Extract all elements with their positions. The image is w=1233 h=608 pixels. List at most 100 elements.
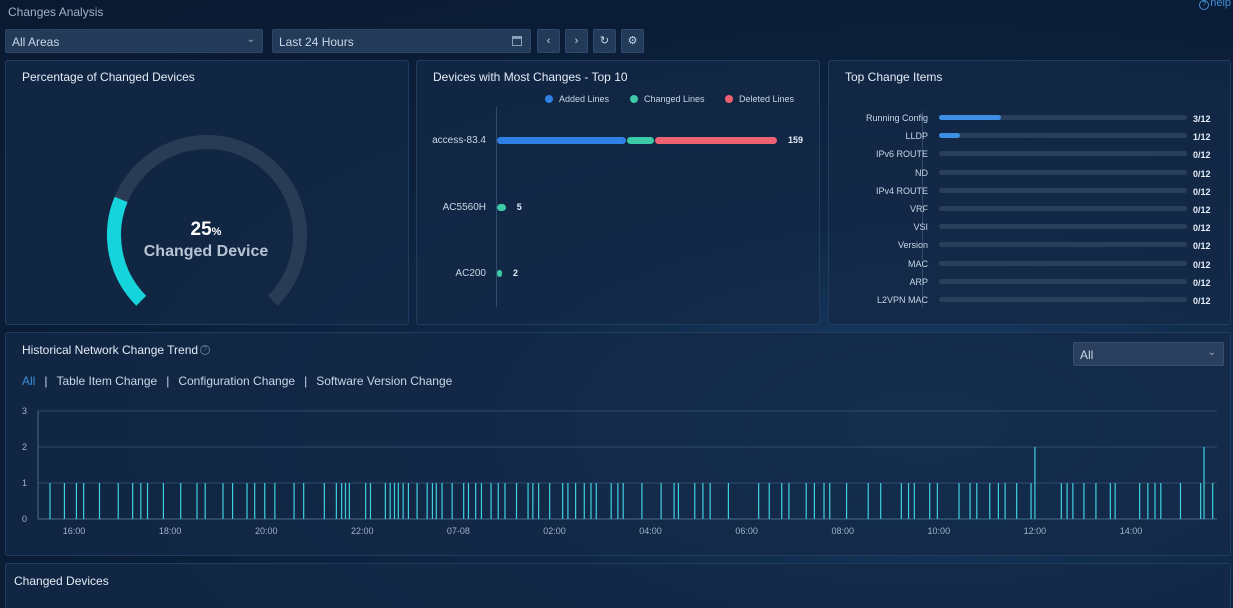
x-tick-label: 18:00 bbox=[159, 526, 182, 536]
percentage-panel: Percentage of Changed Devices 25% Change… bbox=[5, 60, 409, 325]
change-item-track[interactable] bbox=[939, 278, 1187, 284]
device-label: AC5560H bbox=[442, 202, 486, 213]
bar-added-segment[interactable] bbox=[497, 137, 627, 144]
trend-filter-select[interactable]: All ⌄ bbox=[1073, 342, 1224, 366]
change-item-track[interactable] bbox=[939, 187, 1187, 193]
chevron-right-icon: › bbox=[574, 35, 579, 47]
trend-tabs: All | Table Item Change | Configuration Chan… bbox=[22, 374, 452, 388]
y-tick-label: 0 bbox=[22, 514, 27, 524]
app-title: Changes Analysis bbox=[8, 5, 104, 19]
legend-dot-changed bbox=[630, 95, 638, 103]
gauge-fill bbox=[107, 196, 147, 306]
change-item-track[interactable] bbox=[939, 151, 1187, 157]
chevron-down-icon: ⌄ bbox=[246, 34, 255, 45]
change-item-count: 0/12 bbox=[1193, 296, 1211, 306]
change-items-panel-title: Top Change Items bbox=[845, 70, 943, 84]
change-item-count: 0/12 bbox=[1193, 205, 1211, 215]
change-item-label: VRF bbox=[910, 204, 928, 214]
legend-item-changed[interactable]: Changed Lines bbox=[630, 94, 705, 104]
change-item-track[interactable] bbox=[939, 224, 1187, 230]
toolbar: All Areas ⌄ Last 24 Hours ‹ › ↻ ⚙ bbox=[5, 29, 1230, 53]
change-item-label: Version bbox=[897, 240, 928, 251]
legend-item-added[interactable]: Added Lines bbox=[545, 94, 609, 104]
device-label: access-83.4 bbox=[432, 135, 486, 146]
x-tick-label: 12:00 bbox=[1024, 526, 1047, 536]
chevron-left-icon: ‹ bbox=[546, 35, 551, 47]
trend-panel: Historical Network Change Trend ? All ⌄ … bbox=[5, 332, 1231, 556]
tab-configuration-change[interactable]: Configuration Change bbox=[178, 374, 296, 388]
settings-button[interactable]: ⚙ bbox=[621, 29, 644, 53]
help-link[interactable]: ? help bbox=[1199, 0, 1231, 10]
change-item-label: MAC bbox=[908, 258, 928, 269]
change-item-label: ARP bbox=[909, 276, 928, 287]
x-tick-label: 04:00 bbox=[639, 526, 662, 536]
gauge-value-unit: % bbox=[211, 226, 222, 238]
refresh-button[interactable]: ↻ bbox=[593, 29, 616, 53]
x-tick-label: 06:00 bbox=[735, 526, 758, 536]
change-item-track[interactable] bbox=[939, 260, 1187, 266]
items-axis-line bbox=[922, 111, 923, 307]
bar-axis-line bbox=[496, 107, 497, 307]
top-devices-panel-title: Devices with Most Changes - Top 10 bbox=[433, 70, 628, 84]
time-range-value: Last 24 Hours bbox=[279, 35, 354, 49]
bar-deleted-segment[interactable] bbox=[654, 137, 777, 144]
gear-icon: ⚙ bbox=[627, 35, 638, 47]
change-item-track[interactable] bbox=[939, 133, 1187, 139]
tab-separator: | bbox=[166, 374, 170, 388]
change-item-label: IPv6 ROUTE bbox=[875, 149, 928, 160]
y-tick-label: 2 bbox=[22, 442, 27, 452]
x-tick-label: 07-08 bbox=[447, 526, 470, 536]
legend-dot-deleted bbox=[725, 95, 733, 103]
trend-chart: 0 1 2 3 16:00 18:00 20:00 22:00 07-08 02:00 04:00 0… bbox=[22, 406, 1217, 536]
tab-all[interactable]: All bbox=[22, 374, 36, 388]
change-item-track[interactable] bbox=[939, 169, 1187, 175]
area-select-value: All Areas bbox=[12, 35, 60, 49]
change-item-label: IPv4 ROUTE bbox=[875, 185, 928, 196]
bar-changed-segment[interactable] bbox=[627, 137, 654, 144]
device-label: AC200 bbox=[455, 268, 486, 279]
change-item-count: 0/12 bbox=[1193, 241, 1211, 252]
bar-changed-segment[interactable] bbox=[497, 270, 502, 277]
area-select[interactable]: All Areas ⌄ bbox=[5, 29, 263, 53]
legend-item-deleted[interactable]: Deleted Lines bbox=[725, 94, 794, 104]
x-tick-label: 14:00 bbox=[1120, 526, 1143, 536]
change-item-label: ND bbox=[915, 167, 928, 178]
tab-table-item-change[interactable]: Table Item Change bbox=[56, 374, 158, 388]
change-item-count: 0/12 bbox=[1193, 150, 1211, 161]
gauge-label: Changed Device bbox=[143, 243, 269, 260]
y-tick-label: 3 bbox=[22, 406, 27, 416]
gauge-chart bbox=[107, 135, 307, 306]
bar-total-label: 159 bbox=[788, 135, 804, 145]
x-tick-label: 08:00 bbox=[831, 526, 854, 536]
change-item-count: 3/12 bbox=[1193, 114, 1211, 124]
x-tick-label: 20:00 bbox=[255, 526, 278, 536]
help-icon: ? bbox=[1199, 0, 1210, 10]
gauge-value-number: 25 bbox=[190, 219, 212, 240]
change-item-track[interactable] bbox=[939, 242, 1187, 248]
legend-label-added: Added Lines bbox=[559, 94, 610, 104]
change-item-track[interactable] bbox=[939, 115, 1187, 120]
changed-devices-panel: Changed Devices bbox=[5, 563, 1231, 608]
change-item-track[interactable] bbox=[939, 206, 1187, 211]
change-item-label: LLDP bbox=[905, 131, 928, 142]
change-item-count: 0/12 bbox=[1193, 277, 1211, 288]
trend-panel-title: Historical Network Change Trend bbox=[22, 343, 199, 357]
change-item-label: L2VPN MAC bbox=[876, 295, 928, 305]
change-items-panel: Top Change Items Running Config 3/12 LLDP 1… bbox=[828, 60, 1231, 325]
prev-button[interactable]: ‹ bbox=[537, 29, 560, 53]
trend-filter-value: All bbox=[1080, 348, 1094, 362]
info-icon[interactable]: ? bbox=[200, 345, 210, 355]
legend-label-deleted: Deleted Lines bbox=[739, 94, 795, 104]
change-item-track[interactable] bbox=[939, 297, 1187, 302]
change-item-count: 0/12 bbox=[1193, 168, 1211, 179]
gauge-value: 25% bbox=[106, 219, 306, 241]
percentage-panel-title: Percentage of Changed Devices bbox=[22, 70, 195, 84]
tab-separator: | bbox=[304, 374, 308, 388]
next-button[interactable]: › bbox=[565, 29, 588, 53]
top-devices-panel: Devices with Most Changes - Top 10 Added… bbox=[416, 60, 820, 325]
bar-total-label: 5 bbox=[516, 202, 522, 212]
bar-changed-segment[interactable] bbox=[497, 204, 506, 211]
time-range-select[interactable]: Last 24 Hours bbox=[272, 29, 531, 53]
tab-software-version-change[interactable]: Software Version Change bbox=[316, 374, 453, 388]
change-item-count: 0/12 bbox=[1193, 186, 1211, 197]
